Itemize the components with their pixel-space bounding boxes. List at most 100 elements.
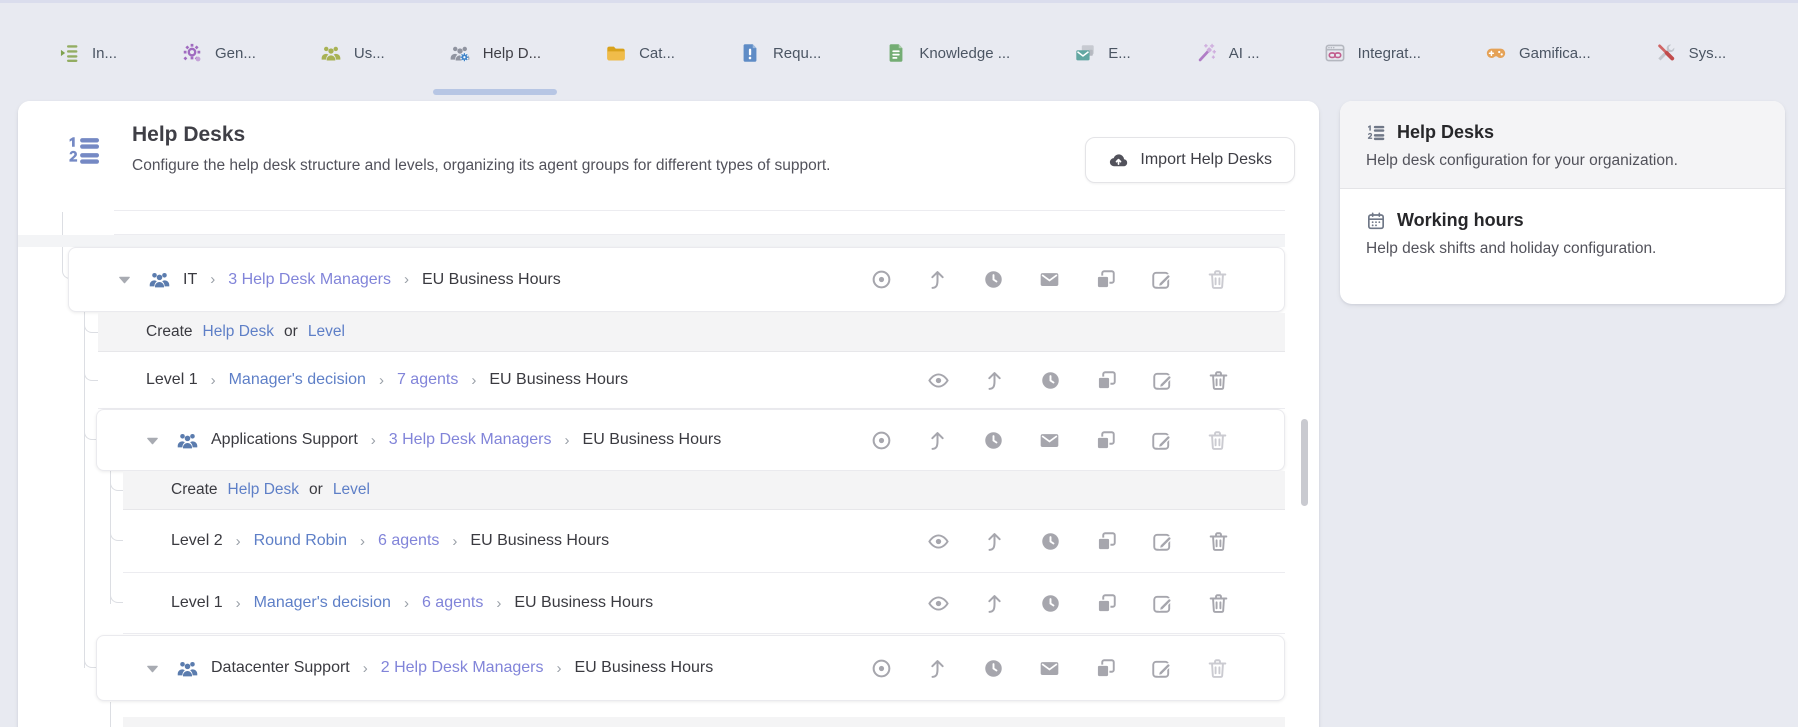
or-label: or <box>284 323 298 340</box>
delete-icon[interactable] <box>1206 657 1229 680</box>
numbered-list-icon <box>1366 123 1386 143</box>
tab-inbound[interactable]: In... <box>58 31 117 75</box>
delete-icon[interactable] <box>1206 268 1229 291</box>
schedule-clock-icon[interactable] <box>1039 530 1062 553</box>
escalate-up-icon[interactable] <box>983 530 1006 553</box>
agents-link[interactable]: 6 agents <box>421 594 484 611</box>
folder-icon <box>607 46 625 61</box>
chevron-down-icon[interactable] <box>117 272 132 287</box>
agent-group-icon <box>176 429 199 452</box>
level-name: Level 1 <box>171 594 223 611</box>
view-icon[interactable] <box>927 369 950 392</box>
tab-system[interactable]: Sys... <box>1655 31 1726 75</box>
assignment-link[interactable]: Round Robin <box>253 532 347 549</box>
tab-gamification[interactable]: Gamifica... <box>1485 31 1591 75</box>
schedule-clock-icon[interactable] <box>982 268 1005 291</box>
tab-ai[interactable]: AI ... <box>1195 31 1260 75</box>
edit-icon[interactable] <box>1150 268 1173 291</box>
tab-integrations[interactable]: Integrat... <box>1324 31 1421 75</box>
agents-link[interactable]: 6 agents <box>378 532 440 549</box>
view-icon[interactable] <box>870 268 893 291</box>
level-row[interactable]: Level 1 › Manager's decision › 6 agents … <box>123 573 1285 634</box>
view-icon[interactable] <box>870 429 893 452</box>
tab-general[interactable]: Gen... <box>181 31 256 75</box>
level-row[interactable]: Level 1 › Manager's decision › 7 agents … <box>98 352 1285 409</box>
duplicate-icon[interactable] <box>1094 657 1117 680</box>
numbered-list-icon <box>66 133 102 169</box>
schedule-clock-icon[interactable] <box>982 657 1005 680</box>
tree-connector <box>84 421 96 440</box>
escalate-up-icon[interactable] <box>983 592 1006 615</box>
email-icon[interactable] <box>1038 268 1061 291</box>
tree-connector <box>110 522 123 541</box>
edit-icon[interactable] <box>1151 592 1174 615</box>
create-level-link[interactable]: Level <box>307 323 345 340</box>
delete-icon[interactable] <box>1207 592 1230 615</box>
email-icon[interactable] <box>1038 429 1061 452</box>
help-desks-panel: Help Desks Configure the help desk struc… <box>18 101 1319 727</box>
gears-icon <box>183 43 201 62</box>
managers-link[interactable]: 2 Help Desk Managers <box>380 659 544 676</box>
helpdesk-row-it[interactable]: IT › 3 Help Desk Managers › EU Business … <box>68 247 1285 312</box>
sidebar-item-help-desks[interactable]: Help Desks Help desk configuration for y… <box>1340 101 1785 189</box>
settings-sidebar: Help Desks Help desk configuration for y… <box>1340 101 1785 304</box>
email-icon[interactable] <box>1038 657 1061 680</box>
create-level-link[interactable]: Level <box>332 481 370 498</box>
helpdesk-row-applications-support[interactable]: Applications Support › 3 Help Desk Manag… <box>96 409 1285 471</box>
duplicate-icon[interactable] <box>1094 429 1117 452</box>
create-row: Create Help Desk or Level <box>123 471 1285 510</box>
duplicate-icon[interactable] <box>1095 592 1118 615</box>
managers-link[interactable]: 3 Help Desk Managers <box>388 431 552 448</box>
create-help-desk-link[interactable]: Help Desk <box>227 481 300 498</box>
vertical-scrollbar-thumb[interactable] <box>1301 419 1308 506</box>
schedule-clock-icon[interactable] <box>1039 592 1062 615</box>
edit-icon[interactable] <box>1150 657 1173 680</box>
view-icon[interactable] <box>927 592 950 615</box>
breadcrumb-separator: › <box>235 532 241 550</box>
managers-link[interactable]: 3 Help Desk Managers <box>228 270 391 288</box>
escalate-up-icon[interactable] <box>926 657 949 680</box>
tab-users[interactable]: Us... <box>320 31 385 75</box>
delete-icon[interactable] <box>1207 369 1230 392</box>
tab-catalog[interactable]: Cat... <box>605 31 675 75</box>
edit-icon[interactable] <box>1150 429 1173 452</box>
chevron-down-icon[interactable] <box>145 433 160 448</box>
duplicate-icon[interactable] <box>1095 530 1118 553</box>
create-help-desk-link[interactable]: Help Desk <box>202 323 275 340</box>
chevron-down-icon[interactable] <box>145 661 160 676</box>
level-row[interactable]: Level 2 › Round Robin › 6 agents › EU Bu… <box>123 510 1285 573</box>
delete-icon[interactable] <box>1206 429 1229 452</box>
agents-link[interactable]: 7 agents <box>396 371 459 388</box>
agent-group-icon <box>148 268 171 291</box>
escalate-up-icon[interactable] <box>983 369 1006 392</box>
schedule-clock-icon[interactable] <box>1039 369 1062 392</box>
duplicate-icon[interactable] <box>1095 369 1118 392</box>
duplicate-icon[interactable] <box>1094 268 1117 291</box>
tab-help-desks[interactable]: Help D... <box>432 31 557 95</box>
escalate-up-icon[interactable] <box>926 268 949 291</box>
view-icon[interactable] <box>927 530 950 553</box>
escalate-up-icon[interactable] <box>926 429 949 452</box>
delete-icon[interactable] <box>1207 530 1230 553</box>
helpdesk-people-gear-icon <box>449 42 471 62</box>
tree-connector <box>84 315 98 333</box>
sidebar-item-working-hours[interactable]: Working hours Help desk shifts and holid… <box>1340 189 1785 276</box>
breadcrumb-separator: › <box>370 431 376 449</box>
view-icon[interactable] <box>870 657 893 680</box>
tab-label: Us... <box>353 44 385 62</box>
page-subtitle: Configure the help desk structure and le… <box>132 157 831 174</box>
assignment-link[interactable]: Manager's decision <box>228 371 366 388</box>
schedule-clock-icon[interactable] <box>982 429 1005 452</box>
top-hairline <box>0 0 1798 3</box>
edit-icon[interactable] <box>1151 369 1174 392</box>
tab-knowledge[interactable]: Knowledge ... <box>885 31 1010 75</box>
import-help-desks-button[interactable]: Import Help Desks <box>1085 137 1295 183</box>
tab-requests[interactable]: Requ... <box>739 31 821 75</box>
helpdesk-row-datacenter-support[interactable]: Datacenter Support › 2 Help Desk Manager… <box>96 635 1285 701</box>
edit-icon[interactable] <box>1151 530 1174 553</box>
partial-row-top <box>114 210 1285 235</box>
assignment-link[interactable]: Manager's decision <box>253 594 391 611</box>
tab-email[interactable]: E... <box>1074 31 1131 75</box>
working-hours-label: EU Business Hours <box>470 532 610 549</box>
calendar-icon <box>1366 211 1386 231</box>
